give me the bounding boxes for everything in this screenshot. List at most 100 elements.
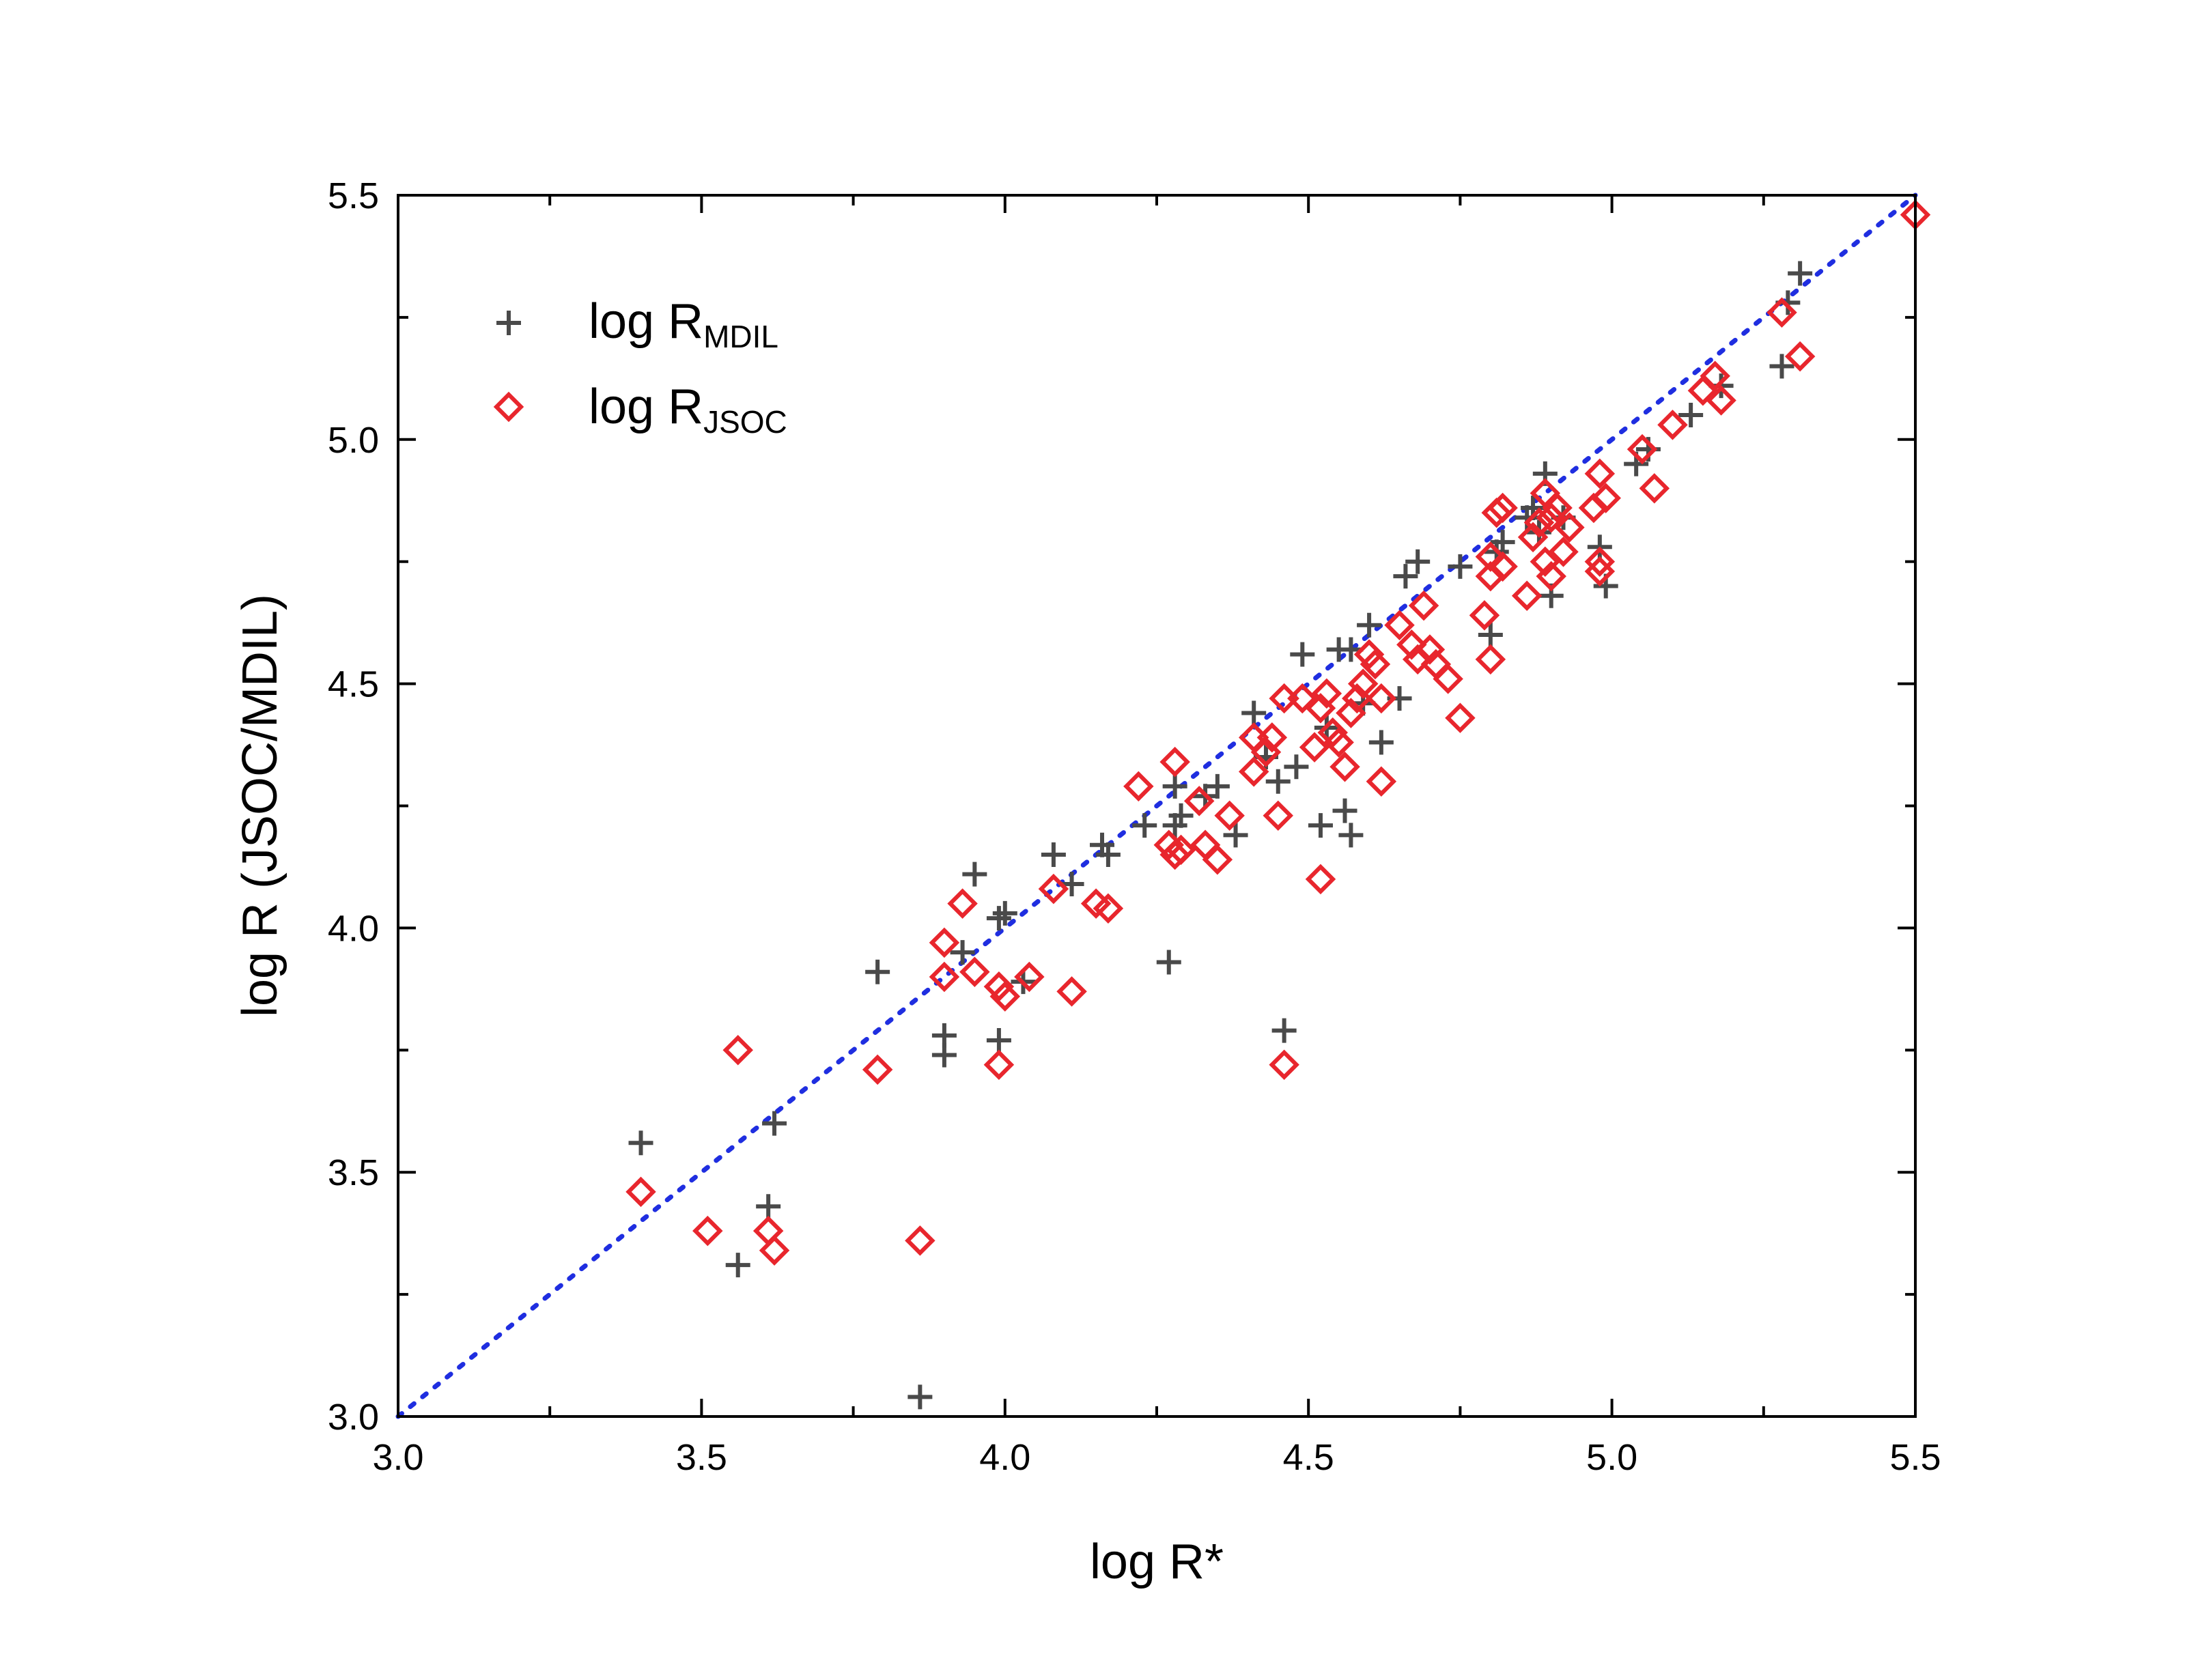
data-point-jsoc (1627, 433, 1658, 465)
data-point-jsoc (1311, 678, 1342, 709)
data-point-mdil (1095, 842, 1121, 868)
data-point-mdil (865, 959, 890, 984)
data-point-mdil (931, 1042, 957, 1068)
data-point-jsoc (1366, 683, 1397, 714)
data-point-mdil (986, 906, 1011, 931)
legend-label-jsoc: log RJSOC (589, 380, 787, 440)
data-point-mdil (762, 1111, 787, 1136)
legend-diamond-glyph (493, 391, 524, 423)
data-point-jsoc (1353, 639, 1385, 670)
data-point-jsoc (1639, 473, 1670, 504)
data-point-jsoc (625, 1176, 656, 1208)
data-point-mdil (1156, 950, 1181, 975)
data-point-jsoc (1183, 786, 1215, 816)
data-point-jsoc (1038, 873, 1069, 905)
data-point-jsoc (1584, 458, 1616, 489)
data-point-mdil (1368, 730, 1394, 755)
data-point-mdil (756, 1194, 781, 1219)
data-point-jsoc (1414, 634, 1446, 665)
legend-plus-glyph (496, 311, 521, 335)
data-point-jsoc (1256, 722, 1288, 753)
data-point-jsoc (1263, 800, 1294, 831)
legend-label-mdil-main: log R (589, 294, 703, 349)
y-tick-label: 5.5 (328, 175, 379, 216)
y-tick-label: 3.0 (328, 1397, 379, 1438)
data-point-jsoc (1299, 732, 1330, 763)
data-point-jsoc (759, 1235, 790, 1266)
tick-labels: 3.0 3.5 4.0 4.5 5.0 5.5 3.0 3.5 4.0 4.5 5.0 5.5 (328, 175, 1941, 1478)
data-point-mdil (1490, 530, 1515, 555)
x-tick-label: 5.0 (1586, 1437, 1637, 1478)
data-point-jsoc (1202, 844, 1233, 875)
data-point-jsoc (989, 981, 1021, 1012)
data-point-mdil (1338, 823, 1364, 848)
data-point-mdil (1223, 823, 1248, 848)
data-point-jsoc (1384, 610, 1415, 640)
data-point-mdil (1393, 564, 1418, 589)
x-tick-label: 3.0 (372, 1437, 423, 1478)
y-axis-title: log R (JSOC/MDIL) (233, 594, 287, 1017)
legend-label-mdil: log RMDIL (589, 294, 778, 354)
data-point-jsoc (1445, 702, 1476, 733)
data-point-mdil (1788, 261, 1813, 286)
data-point-mdil (1241, 700, 1267, 726)
data-point-jsoc (983, 971, 1015, 1002)
legend-label-jsoc-main: log R (589, 380, 703, 434)
legend-plus-marker (496, 311, 521, 335)
data-point-mdil (986, 1027, 1011, 1053)
data-point-mdil (1308, 813, 1333, 838)
data-point-jsoc (1523, 507, 1555, 538)
data-point-jsoc (1159, 746, 1190, 778)
data-point-mdil (992, 900, 1017, 926)
data-point-jsoc (905, 1225, 935, 1256)
data-point-jsoc (1584, 556, 1616, 587)
data-point-jsoc (1487, 551, 1518, 582)
legend-label-mdil-subscript: MDIL (703, 319, 778, 354)
x-tick-label: 4.0 (979, 1437, 1030, 1478)
data-point-jsoc (1238, 756, 1269, 787)
data-point-jsoc (1366, 766, 1397, 797)
data-point-jsoc (1784, 341, 1816, 372)
data-point-mdil (1332, 798, 1357, 823)
data-point-jsoc (1469, 600, 1500, 631)
data-point-jsoc (862, 1054, 893, 1085)
data-point-jsoc (1536, 560, 1566, 592)
plot-frame (397, 194, 1917, 1418)
data-point-mdil (962, 862, 987, 887)
data-point-jsoc (959, 956, 990, 988)
data-point-mdil (1357, 612, 1382, 638)
y-tick-label: 4.0 (328, 908, 379, 949)
data-point-jsoc (1706, 385, 1736, 416)
data-point-jsoc (1093, 893, 1124, 924)
x-axis-title: log R* (1090, 1535, 1224, 1589)
data-point-jsoc (929, 961, 960, 993)
data-point-jsoc (1056, 976, 1087, 1007)
y-tick-label: 5.0 (328, 420, 379, 461)
x-tick-label: 4.5 (1283, 1437, 1334, 1478)
legend: log RMDIL log RJSOC (493, 294, 787, 440)
data-point-mdil (1132, 813, 1157, 838)
data-point-jsoc (1475, 644, 1506, 675)
data-point-jsoc (1396, 629, 1427, 660)
data-point-mdil (1478, 623, 1503, 648)
data-point-jsoc (1287, 683, 1318, 714)
data-point-mdil (907, 1384, 933, 1410)
y-tick-label: 4.5 (328, 664, 379, 705)
data-point-jsoc (1548, 537, 1579, 567)
data-point-jsoc (947, 888, 978, 919)
data-point-jsoc (983, 1049, 1015, 1081)
data-point-jsoc (929, 927, 960, 958)
data-point-mdil (1162, 773, 1187, 799)
data-point-mdil (628, 1130, 653, 1156)
reference-line-layer (395, 193, 1918, 1419)
data-point-jsoc (1347, 668, 1379, 699)
data-point-jsoc (1554, 512, 1585, 543)
data-point-mdil (725, 1253, 750, 1278)
data-point-mdil (950, 940, 975, 965)
data-point-jsoc (1657, 410, 1688, 440)
data-point-jsoc (1433, 664, 1463, 694)
data-point-jsoc (1360, 649, 1391, 680)
legend-label-jsoc-subscript: JSOC (703, 404, 787, 440)
